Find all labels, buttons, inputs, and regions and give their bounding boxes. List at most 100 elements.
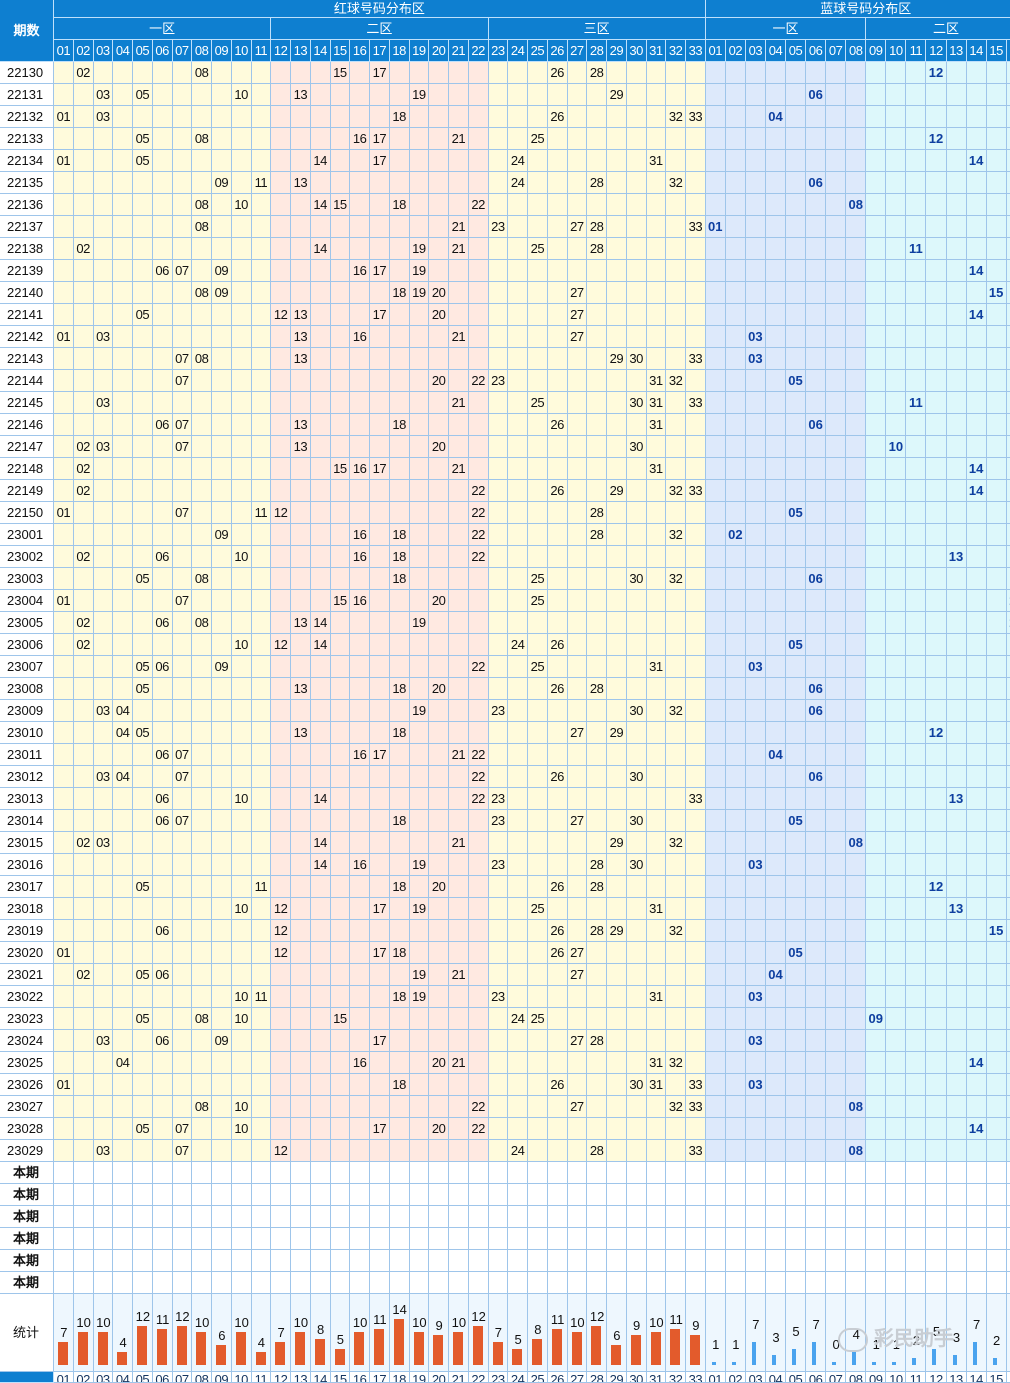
- current-blue-cell[interactable]: [986, 1162, 1007, 1184]
- current-red-cell[interactable]: [468, 1250, 489, 1272]
- current-blue-cell[interactable]: [986, 1272, 1007, 1294]
- current-red-cell[interactable]: [73, 1184, 94, 1206]
- current-blue-cell[interactable]: [1006, 1162, 1010, 1184]
- current-blue-cell[interactable]: [745, 1272, 766, 1294]
- current-red-cell[interactable]: [251, 1250, 272, 1272]
- current-red-cell[interactable]: [468, 1206, 489, 1228]
- current-blue-cell[interactable]: [926, 1184, 947, 1206]
- current-blue-cell[interactable]: [745, 1206, 766, 1228]
- current-blue-cell[interactable]: [986, 1184, 1007, 1206]
- current-blue-cell[interactable]: [1006, 1206, 1010, 1228]
- current-red-cell[interactable]: [646, 1162, 667, 1184]
- current-blue-cell[interactable]: [806, 1184, 827, 1206]
- current-blue-cell[interactable]: [926, 1162, 947, 1184]
- current-red-cell[interactable]: [93, 1184, 114, 1206]
- current-red-cell[interactable]: [291, 1228, 311, 1250]
- current-red-cell[interactable]: [152, 1184, 173, 1206]
- current-red-cell[interactable]: [429, 1206, 449, 1228]
- current-red-cell[interactable]: [508, 1250, 528, 1272]
- current-red-cell[interactable]: [607, 1272, 627, 1294]
- current-red-cell[interactable]: [172, 1184, 193, 1206]
- current-red-cell[interactable]: [73, 1250, 94, 1272]
- current-red-cell[interactable]: [409, 1228, 430, 1250]
- current-red-cell[interactable]: [666, 1272, 686, 1294]
- current-blue-cell[interactable]: [966, 1250, 987, 1272]
- current-red-cell[interactable]: [547, 1228, 568, 1250]
- current-blue-cell[interactable]: [846, 1228, 867, 1250]
- current-red-cell[interactable]: [133, 1162, 153, 1184]
- current-red-cell[interactable]: [686, 1184, 706, 1206]
- current-blue-cell[interactable]: [946, 1184, 967, 1206]
- current-red-cell[interactable]: [567, 1272, 588, 1294]
- current-blue-cell[interactable]: [866, 1272, 887, 1294]
- current-red-cell[interactable]: [212, 1272, 232, 1294]
- current-blue-cell[interactable]: [765, 1206, 786, 1228]
- current-blue-cell[interactable]: [946, 1162, 967, 1184]
- current-blue-cell[interactable]: [906, 1162, 927, 1184]
- current-blue-cell[interactable]: [725, 1228, 746, 1250]
- current-red-cell[interactable]: [449, 1206, 469, 1228]
- current-red-cell[interactable]: [251, 1228, 272, 1250]
- current-red-cell[interactable]: [567, 1250, 588, 1272]
- current-red-cell[interactable]: [488, 1206, 509, 1228]
- current-red-cell[interactable]: [547, 1184, 568, 1206]
- current-red-cell[interactable]: [172, 1162, 193, 1184]
- current-blue-cell[interactable]: [745, 1184, 766, 1206]
- current-blue-cell[interactable]: [705, 1184, 726, 1206]
- current-red-cell[interactable]: [251, 1184, 272, 1206]
- current-red-cell[interactable]: [449, 1272, 469, 1294]
- current-blue-cell[interactable]: [886, 1184, 907, 1206]
- current-blue-cell[interactable]: [705, 1250, 726, 1272]
- current-red-cell[interactable]: [291, 1250, 311, 1272]
- current-red-cell[interactable]: [409, 1250, 430, 1272]
- current-blue-cell[interactable]: [946, 1250, 967, 1272]
- current-red-cell[interactable]: [54, 1228, 74, 1250]
- current-blue-cell[interactable]: [725, 1184, 746, 1206]
- current-blue-cell[interactable]: [806, 1272, 827, 1294]
- current-blue-cell[interactable]: [1006, 1184, 1010, 1206]
- current-red-cell[interactable]: [54, 1272, 74, 1294]
- current-blue-cell[interactable]: [926, 1228, 947, 1250]
- current-red-cell[interactable]: [370, 1206, 390, 1228]
- current-red-cell[interactable]: [271, 1250, 291, 1272]
- current-blue-cell[interactable]: [806, 1162, 827, 1184]
- current-red-cell[interactable]: [686, 1272, 706, 1294]
- current-red-cell[interactable]: [192, 1250, 212, 1272]
- current-red-cell[interactable]: [54, 1206, 74, 1228]
- current-blue-cell[interactable]: [806, 1206, 827, 1228]
- current-blue-cell[interactable]: [745, 1228, 766, 1250]
- current-red-cell[interactable]: [310, 1272, 331, 1294]
- current-red-cell[interactable]: [251, 1206, 272, 1228]
- current-red-cell[interactable]: [626, 1162, 647, 1184]
- current-red-cell[interactable]: [389, 1272, 410, 1294]
- current-red-cell[interactable]: [370, 1250, 390, 1272]
- current-red-cell[interactable]: [567, 1206, 588, 1228]
- current-red-cell[interactable]: [686, 1162, 706, 1184]
- current-blue-cell[interactable]: [705, 1206, 726, 1228]
- current-red-cell[interactable]: [666, 1250, 686, 1272]
- current-red-cell[interactable]: [528, 1206, 548, 1228]
- current-red-cell[interactable]: [192, 1184, 212, 1206]
- current-red-cell[interactable]: [113, 1250, 133, 1272]
- current-red-cell[interactable]: [330, 1228, 351, 1250]
- current-red-cell[interactable]: [271, 1272, 291, 1294]
- current-blue-cell[interactable]: [826, 1228, 847, 1250]
- current-red-cell[interactable]: [350, 1184, 370, 1206]
- current-blue-cell[interactable]: [906, 1272, 927, 1294]
- current-red-cell[interactable]: [626, 1206, 647, 1228]
- current-red-cell[interactable]: [488, 1228, 509, 1250]
- current-red-cell[interactable]: [666, 1206, 686, 1228]
- current-red-cell[interactable]: [271, 1206, 291, 1228]
- current-blue-cell[interactable]: [786, 1162, 807, 1184]
- current-red-cell[interactable]: [271, 1162, 291, 1184]
- current-blue-cell[interactable]: [786, 1206, 807, 1228]
- current-red-cell[interactable]: [370, 1162, 390, 1184]
- current-red-cell[interactable]: [152, 1250, 173, 1272]
- current-blue-cell[interactable]: [906, 1206, 927, 1228]
- current-red-cell[interactable]: [488, 1162, 509, 1184]
- current-red-cell[interactable]: [172, 1272, 193, 1294]
- current-blue-cell[interactable]: [866, 1184, 887, 1206]
- current-blue-cell[interactable]: [786, 1228, 807, 1250]
- current-blue-cell[interactable]: [846, 1250, 867, 1272]
- current-red-cell[interactable]: [370, 1184, 390, 1206]
